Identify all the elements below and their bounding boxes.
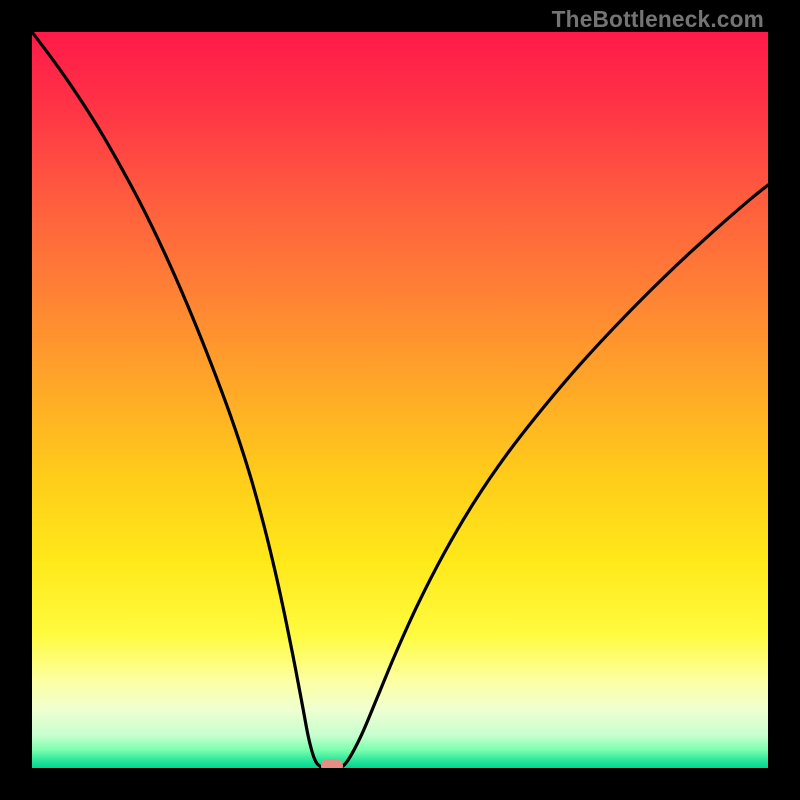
plot-area — [32, 32, 768, 768]
optimum-marker — [321, 759, 343, 768]
bottleneck-curve — [32, 32, 768, 768]
watermark-text: TheBottleneck.com — [552, 6, 764, 33]
chart-frame: TheBottleneck.com — [0, 0, 800, 800]
